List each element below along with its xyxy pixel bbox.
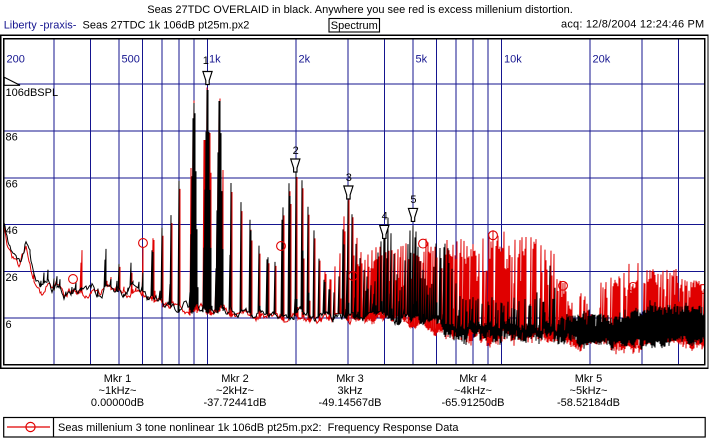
svg-text:~4kHz~: ~4kHz~ [454, 385, 492, 397]
svg-text:-37.72441dB: -37.72441dB [204, 397, 267, 409]
svg-text:5k: 5k [416, 54, 428, 66]
svg-text:-49.14567dB: -49.14567dB [319, 397, 382, 409]
svg-text:Spectrum: Spectrum [331, 20, 378, 32]
svg-text:Mkr 4: Mkr 4 [459, 373, 487, 385]
svg-text:Mkr 5: Mkr 5 [575, 373, 603, 385]
svg-text:0.00000dB: 0.00000dB [91, 397, 144, 409]
svg-text:~5kHz~: ~5kHz~ [570, 385, 608, 397]
svg-text:Seas 27TDC 1k 106dB pt25m.px2: Seas 27TDC 1k 106dB pt25m.px2 [83, 20, 250, 32]
svg-text:5: 5 [410, 194, 416, 206]
svg-text:66: 66 [6, 178, 18, 190]
svg-text:Liberty -praxis-: Liberty -praxis- [4, 20, 77, 32]
svg-text:1k: 1k [209, 54, 221, 66]
svg-text:-65.91250dB: -65.91250dB [442, 397, 505, 409]
svg-text:2: 2 [293, 145, 299, 157]
svg-text:500: 500 [122, 54, 140, 66]
svg-text:26: 26 [6, 272, 18, 284]
svg-text:-58.52184dB: -58.52184dB [557, 397, 620, 409]
svg-text:1: 1 [203, 55, 209, 67]
svg-text:6: 6 [6, 319, 12, 331]
svg-text:46: 46 [6, 225, 18, 237]
svg-text:Mkr 1: Mkr 1 [104, 373, 132, 385]
svg-text:Seas millenium 3 tone nonlinea: Seas millenium 3 tone nonlinear 1k 106dB… [58, 422, 459, 434]
svg-text:Seas 27TDC OVERLAID in black.: Seas 27TDC OVERLAID in black. Anywhere y… [147, 4, 573, 16]
svg-text:2k: 2k [299, 54, 311, 66]
svg-text:3: 3 [346, 172, 352, 184]
svg-text:20k: 20k [593, 54, 611, 66]
svg-text:~1kHz~: ~1kHz~ [99, 385, 137, 397]
svg-text:3kHz: 3kHz [337, 385, 362, 397]
svg-text:10k: 10k [504, 54, 522, 66]
svg-text:Mkr 3: Mkr 3 [336, 373, 364, 385]
svg-text:200: 200 [7, 54, 25, 66]
svg-text:Mkr 2: Mkr 2 [221, 373, 249, 385]
svg-text:acq: 12/8/2004 12:24:46 PM: acq: 12/8/2004 12:24:46 PM [561, 19, 704, 31]
svg-text:106dBSPL: 106dBSPL [6, 87, 59, 99]
svg-text:86: 86 [6, 132, 18, 144]
svg-text:~2kHz~: ~2kHz~ [216, 385, 254, 397]
svg-text:4: 4 [382, 211, 388, 223]
